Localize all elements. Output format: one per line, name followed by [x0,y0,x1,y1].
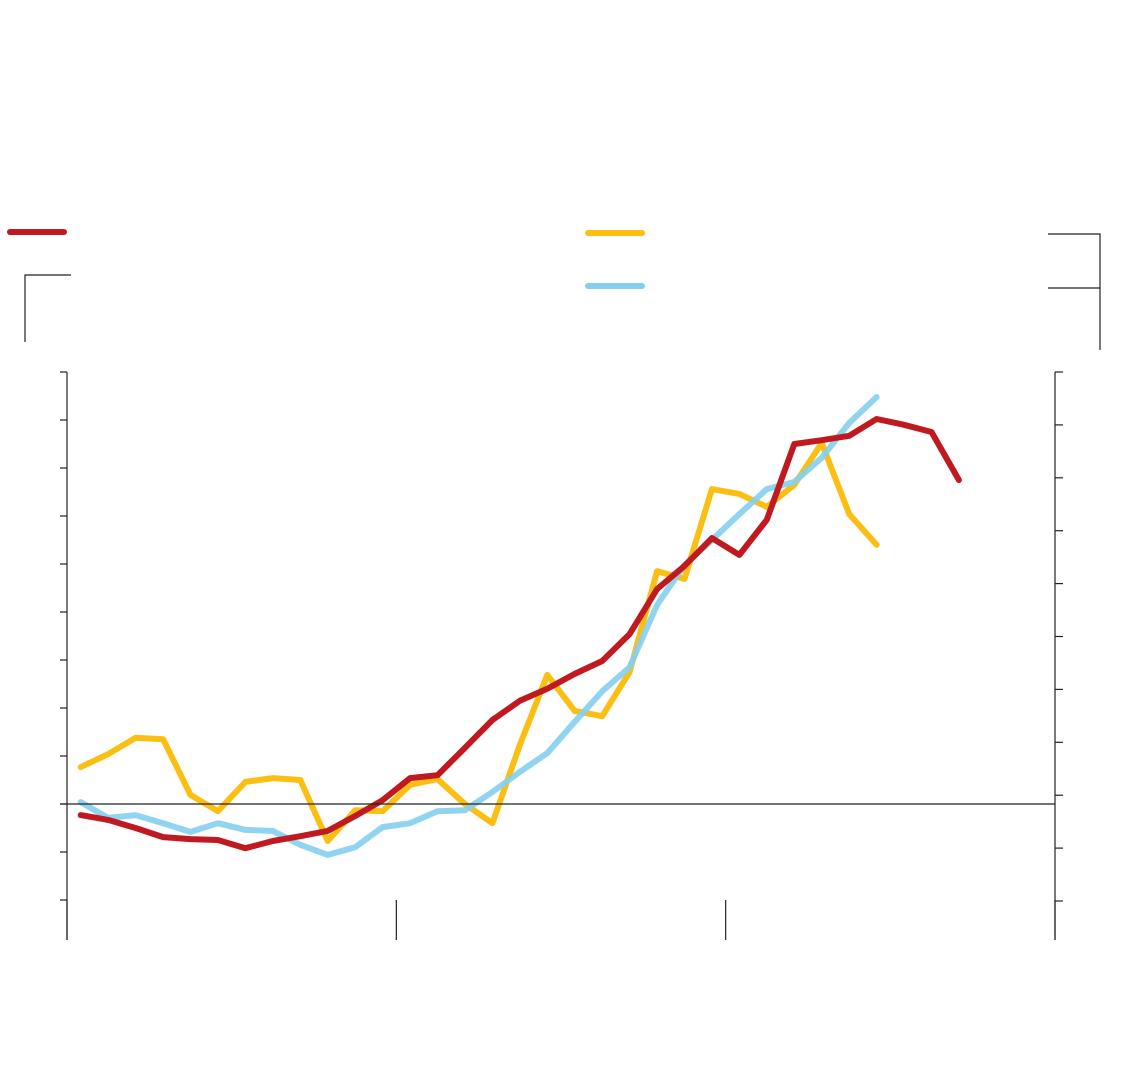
bracket-right [1048,233,1101,350]
bracket-left [24,274,71,342]
plot [77,394,962,858]
series-line [77,416,962,852]
legend-frame [24,233,1101,350]
series-line [77,394,880,858]
series-line [77,440,880,844]
